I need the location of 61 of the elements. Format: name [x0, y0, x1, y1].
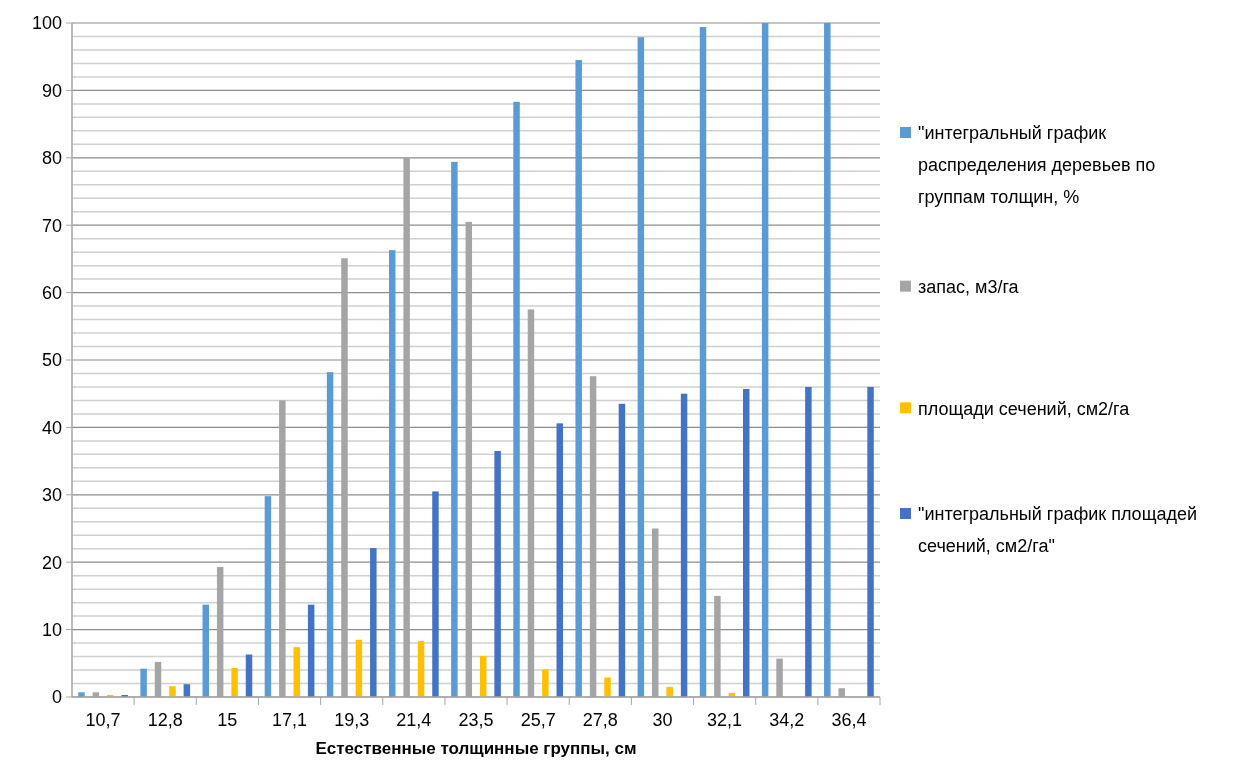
bar	[479, 655, 487, 697]
bar	[513, 101, 520, 697]
y-tick-label: 50	[41, 350, 62, 371]
bar	[666, 686, 673, 697]
bar	[355, 639, 363, 697]
legend-label: площади сечений, см2/га	[918, 398, 1131, 419]
bar	[78, 692, 85, 697]
bar	[140, 668, 147, 697]
y-tick-label: 70	[41, 215, 62, 236]
bar	[264, 496, 272, 697]
bar	[307, 604, 315, 697]
y-tick-label: 90	[41, 80, 62, 101]
bar	[618, 403, 626, 697]
x-tick-label: 15	[217, 710, 238, 730]
bar	[417, 641, 425, 697]
y-tick-label: 40	[41, 417, 62, 438]
x-tick-label: 34,2	[769, 710, 805, 730]
x-tick-label: 21,4	[396, 710, 432, 730]
bar	[293, 647, 300, 697]
legend-label: "интегральный график распределения деревьев по группам толщин, %	[918, 123, 1156, 208]
x-tick-label: 12,8	[147, 710, 183, 730]
y-tick-label: 10	[41, 619, 62, 640]
x-tick-label: 19,3	[334, 710, 370, 730]
x-tick-label: 32,1	[707, 710, 743, 730]
bar	[202, 604, 210, 697]
x-axis-title: Естественные толщинные группы, см	[315, 739, 637, 758]
y-tick-label: 20	[41, 552, 62, 573]
x-tick-label: 30	[652, 710, 673, 730]
y-tick-label: 80	[41, 148, 62, 169]
bar	[824, 23, 831, 697]
x-tick-label: 25,7	[520, 710, 556, 730]
bar	[231, 668, 238, 697]
x-tick-label: 23,5	[458, 710, 494, 730]
legend-label: запас, м3/га	[918, 276, 1020, 297]
bar	[556, 423, 564, 697]
bar	[637, 37, 645, 697]
bar	[169, 686, 176, 697]
bar	[699, 27, 707, 697]
bar	[680, 393, 688, 697]
bar	[494, 450, 501, 697]
bar	[388, 250, 396, 697]
legend-label: "интегральный график площадей сечений, см2/га"	[918, 504, 1198, 557]
bar	[451, 161, 458, 697]
bar	[742, 388, 750, 697]
bar	[604, 677, 611, 697]
y-tick-label: 60	[41, 282, 62, 303]
x-tick-label: 36,4	[831, 710, 867, 730]
y-tick-label: 30	[41, 485, 62, 506]
bar	[805, 386, 812, 697]
bar	[575, 60, 582, 697]
x-tick-label: 10,7	[85, 710, 121, 730]
bar	[432, 491, 439, 697]
x-tick-label: 27,8	[582, 710, 618, 730]
bar	[370, 548, 377, 697]
y-tick-label: 100	[31, 13, 62, 34]
bar	[867, 386, 874, 697]
bar	[542, 669, 549, 697]
y-tick-label: 0	[51, 687, 62, 708]
bar	[326, 372, 334, 697]
x-tick-label: 17,1	[272, 710, 308, 730]
bar	[761, 23, 769, 697]
